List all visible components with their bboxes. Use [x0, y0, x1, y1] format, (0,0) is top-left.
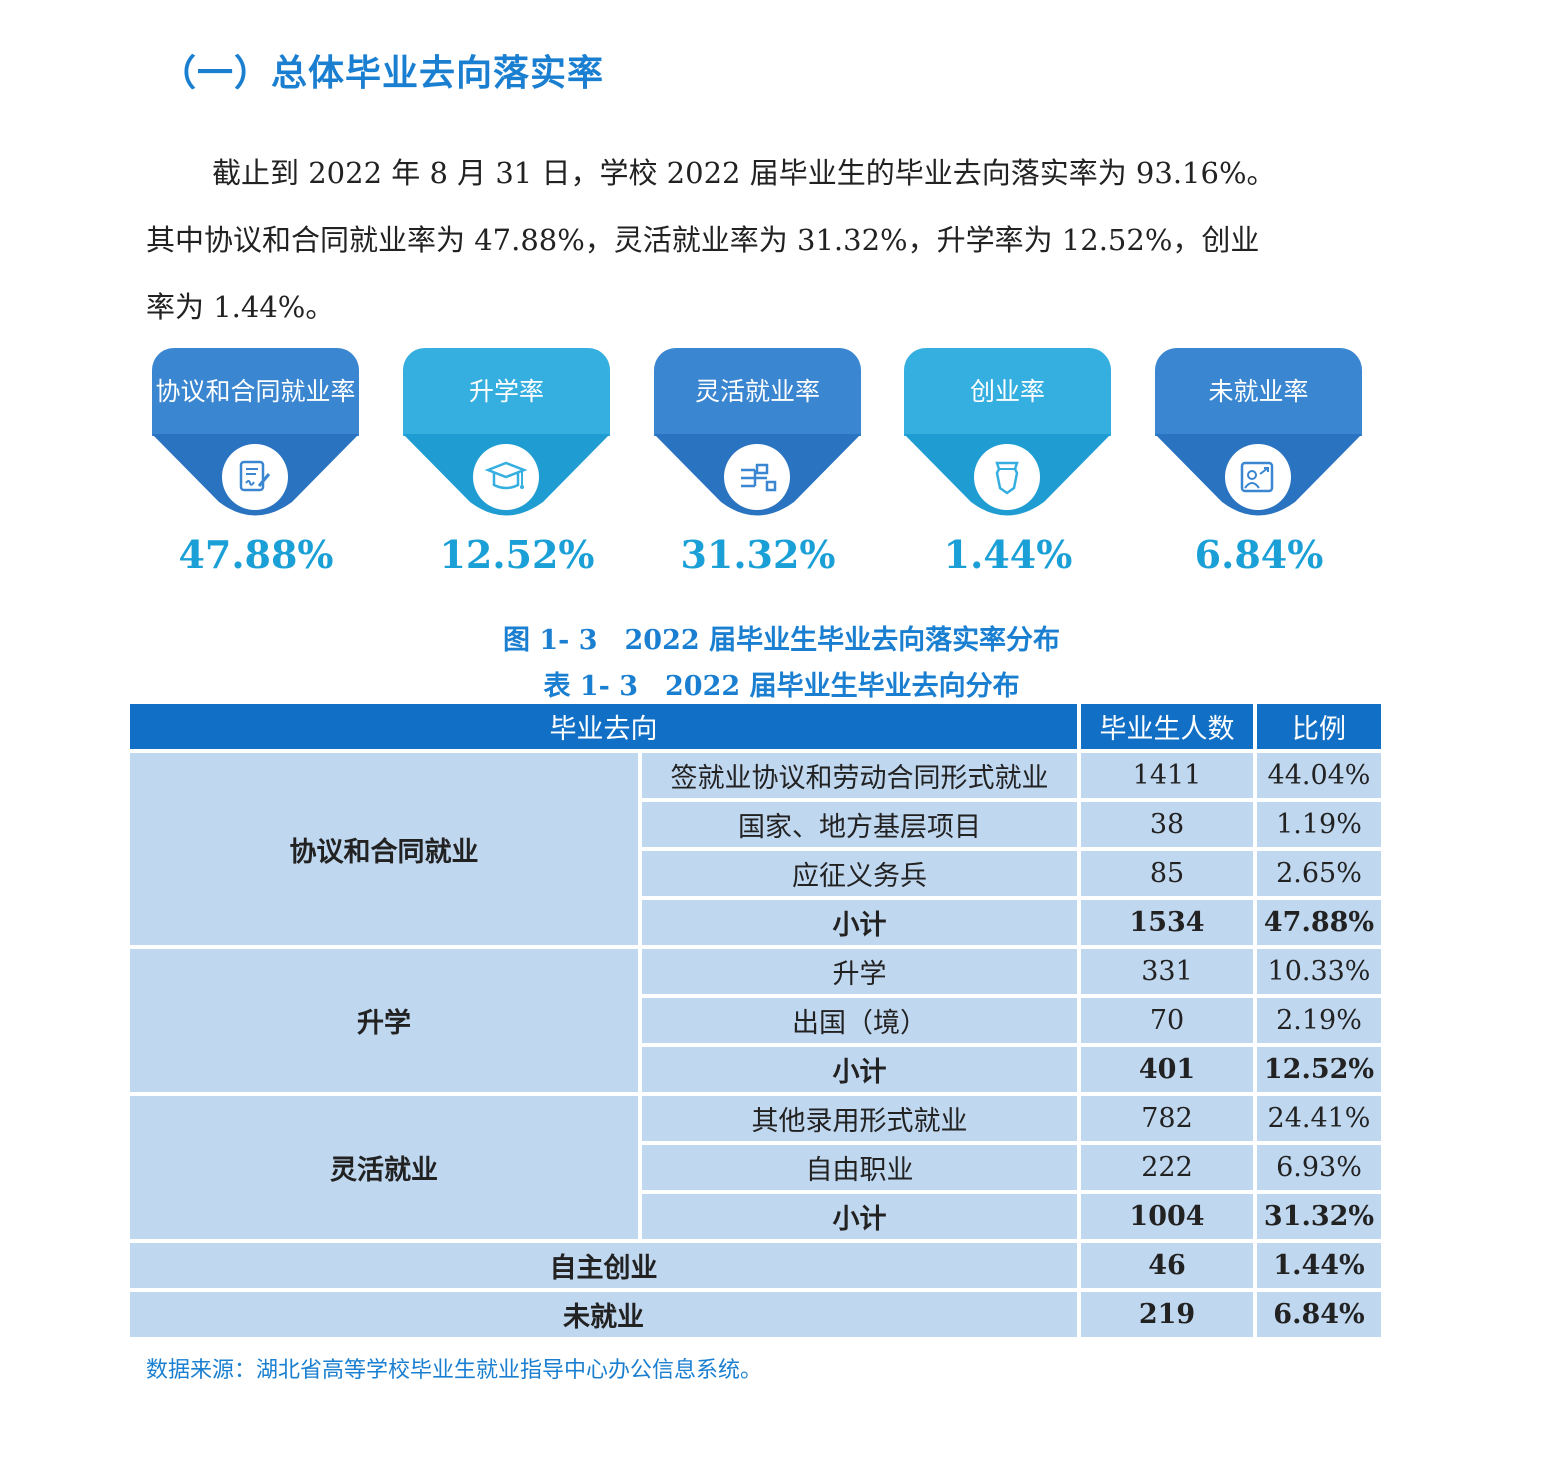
subcategory-cell: 应征义务兵: [642, 851, 1077, 896]
category-cell: 未就业: [130, 1292, 1077, 1337]
badge-label: 升学率: [403, 348, 610, 436]
ratio-cell: 44.04%: [1257, 753, 1381, 798]
paragraph-line: 其中协议和合同就业率为 47.88%，灵活就业率为 31.32%，升学率为 12…: [146, 223, 1260, 257]
badge-label: 灵活就业率: [654, 348, 861, 436]
badge-value: 47.88%: [178, 532, 334, 577]
count-cell: 222: [1081, 1145, 1253, 1190]
category-cell: 灵活就业: [130, 1096, 638, 1239]
destination-table: 毕业去向 毕业生人数 比例 协议和合同就业 签就业协议和劳动合同形式就业 1411…: [126, 700, 1385, 1341]
section-heading: （一）总体毕业去向落实率: [160, 53, 605, 94]
subcategory-cell: 签就业协议和劳动合同形式就业: [642, 753, 1077, 798]
table-row: 未就业 219 6.84%: [130, 1292, 1381, 1337]
subcategory-cell: 小计: [642, 1194, 1077, 1239]
category-cell: 自主创业: [130, 1243, 1077, 1288]
ratio-cell: 24.41%: [1257, 1096, 1381, 1141]
subcategory-cell: 其他录用形式就业: [642, 1096, 1077, 1141]
flow-network-icon: [724, 444, 790, 510]
badge-label: 协议和合同就业率: [152, 348, 359, 436]
ratio-cell: 12.52%: [1257, 1047, 1381, 1092]
count-cell: 46: [1081, 1243, 1253, 1288]
header-ratio: 比例: [1257, 704, 1381, 749]
ratio-cell: 2.65%: [1257, 851, 1381, 896]
data-source-note: 数据来源：湖北省高等学校毕业生就业指导中心办公信息系统。: [146, 1358, 763, 1383]
subcategory-cell: 升学: [642, 949, 1077, 994]
count-cell: 1534: [1081, 900, 1253, 945]
person-chart-icon: [1225, 444, 1291, 510]
ratio-cell: 1.19%: [1257, 802, 1381, 847]
contract-sign-icon: [222, 444, 288, 510]
table-row: 灵活就业 其他录用形式就业 782 24.41%: [130, 1096, 1381, 1239]
rate-badge: 灵活就业率: [654, 348, 861, 518]
badge-value: 6.84%: [1194, 532, 1324, 577]
count-cell: 70: [1081, 998, 1253, 1043]
paragraph-line: 率为 1.44%。: [146, 290, 335, 324]
count-cell: 331: [1081, 949, 1253, 994]
subcategory-cell: 出国（境）: [642, 998, 1077, 1043]
ratio-cell: 10.33%: [1257, 949, 1381, 994]
count-cell: 85: [1081, 851, 1253, 896]
table-row: 自由职业 222 6.93%: [130, 1145, 1381, 1190]
table-row: 国家、地方基层项目 38 1.19%: [130, 802, 1381, 847]
table-row: 小计 1534 47.88%: [130, 900, 1381, 945]
table-caption: 表 1- 3 2022 届毕业生毕业去向分布: [543, 671, 1020, 702]
badge-value: 1.44%: [943, 532, 1073, 577]
ratio-cell: 2.19%: [1257, 998, 1381, 1043]
badge-label: 创业率: [904, 348, 1111, 436]
table-row: 升学 升学 331 10.33%: [130, 949, 1381, 1092]
ratio-cell: 1.44%: [1257, 1243, 1381, 1288]
rate-badge: 协议和合同就业率: [152, 348, 359, 518]
rate-badge: 未就业率: [1155, 348, 1362, 518]
shield-cup-icon: [974, 444, 1040, 510]
subcategory-cell: 自由职业: [642, 1145, 1077, 1190]
badge-value: 31.32%: [680, 532, 836, 577]
table-row: 应征义务兵 85 2.65%: [130, 851, 1381, 896]
count-cell: 782: [1081, 1096, 1253, 1141]
count-cell: 1004: [1081, 1194, 1253, 1239]
ratio-cell: 6.93%: [1257, 1145, 1381, 1190]
graduation-cap-icon: [473, 444, 539, 510]
figure-caption: 图 1- 3 2022 届毕业生毕业去向落实率分布: [502, 625, 1061, 656]
ratio-cell: 31.32%: [1257, 1194, 1381, 1239]
count-cell: 401: [1081, 1047, 1253, 1092]
header-destination: 毕业去向: [130, 704, 1077, 749]
subcategory-cell: 小计: [642, 900, 1077, 945]
category-cell: 升学: [130, 949, 638, 1092]
subcategory-cell: 国家、地方基层项目: [642, 802, 1077, 847]
table-row: 小计 1004 31.32%: [130, 1194, 1381, 1239]
ratio-cell: 47.88%: [1257, 900, 1381, 945]
badge-value: 12.52%: [439, 532, 595, 577]
ratio-cell: 6.84%: [1257, 1292, 1381, 1337]
category-cell: 协议和合同就业: [130, 753, 638, 945]
badge-label: 未就业率: [1155, 348, 1362, 436]
rate-badge: 升学率: [403, 348, 610, 518]
table-row: 出国（境） 70 2.19%: [130, 998, 1381, 1043]
rate-badge: 创业率: [904, 348, 1111, 518]
table-row: 协议和合同就业 签就业协议和劳动合同形式就业 1411 44.04%: [130, 753, 1381, 945]
summary-paragraph: 截止到 2022 年 8 月 31 日，学校 2022 届毕业生的毕业去向落实率…: [146, 140, 1396, 341]
table-row: 自主创业 46 1.44%: [130, 1243, 1381, 1288]
count-cell: 1411: [1081, 753, 1253, 798]
count-cell: 38: [1081, 802, 1253, 847]
table-row: 小计 401 12.52%: [130, 1047, 1381, 1092]
subcategory-cell: 小计: [642, 1047, 1077, 1092]
count-cell: 219: [1081, 1292, 1253, 1337]
paragraph-line: 截止到 2022 年 8 月 31 日，学校 2022 届毕业生的毕业去向落实率…: [212, 156, 1276, 190]
header-count: 毕业生人数: [1081, 704, 1253, 749]
